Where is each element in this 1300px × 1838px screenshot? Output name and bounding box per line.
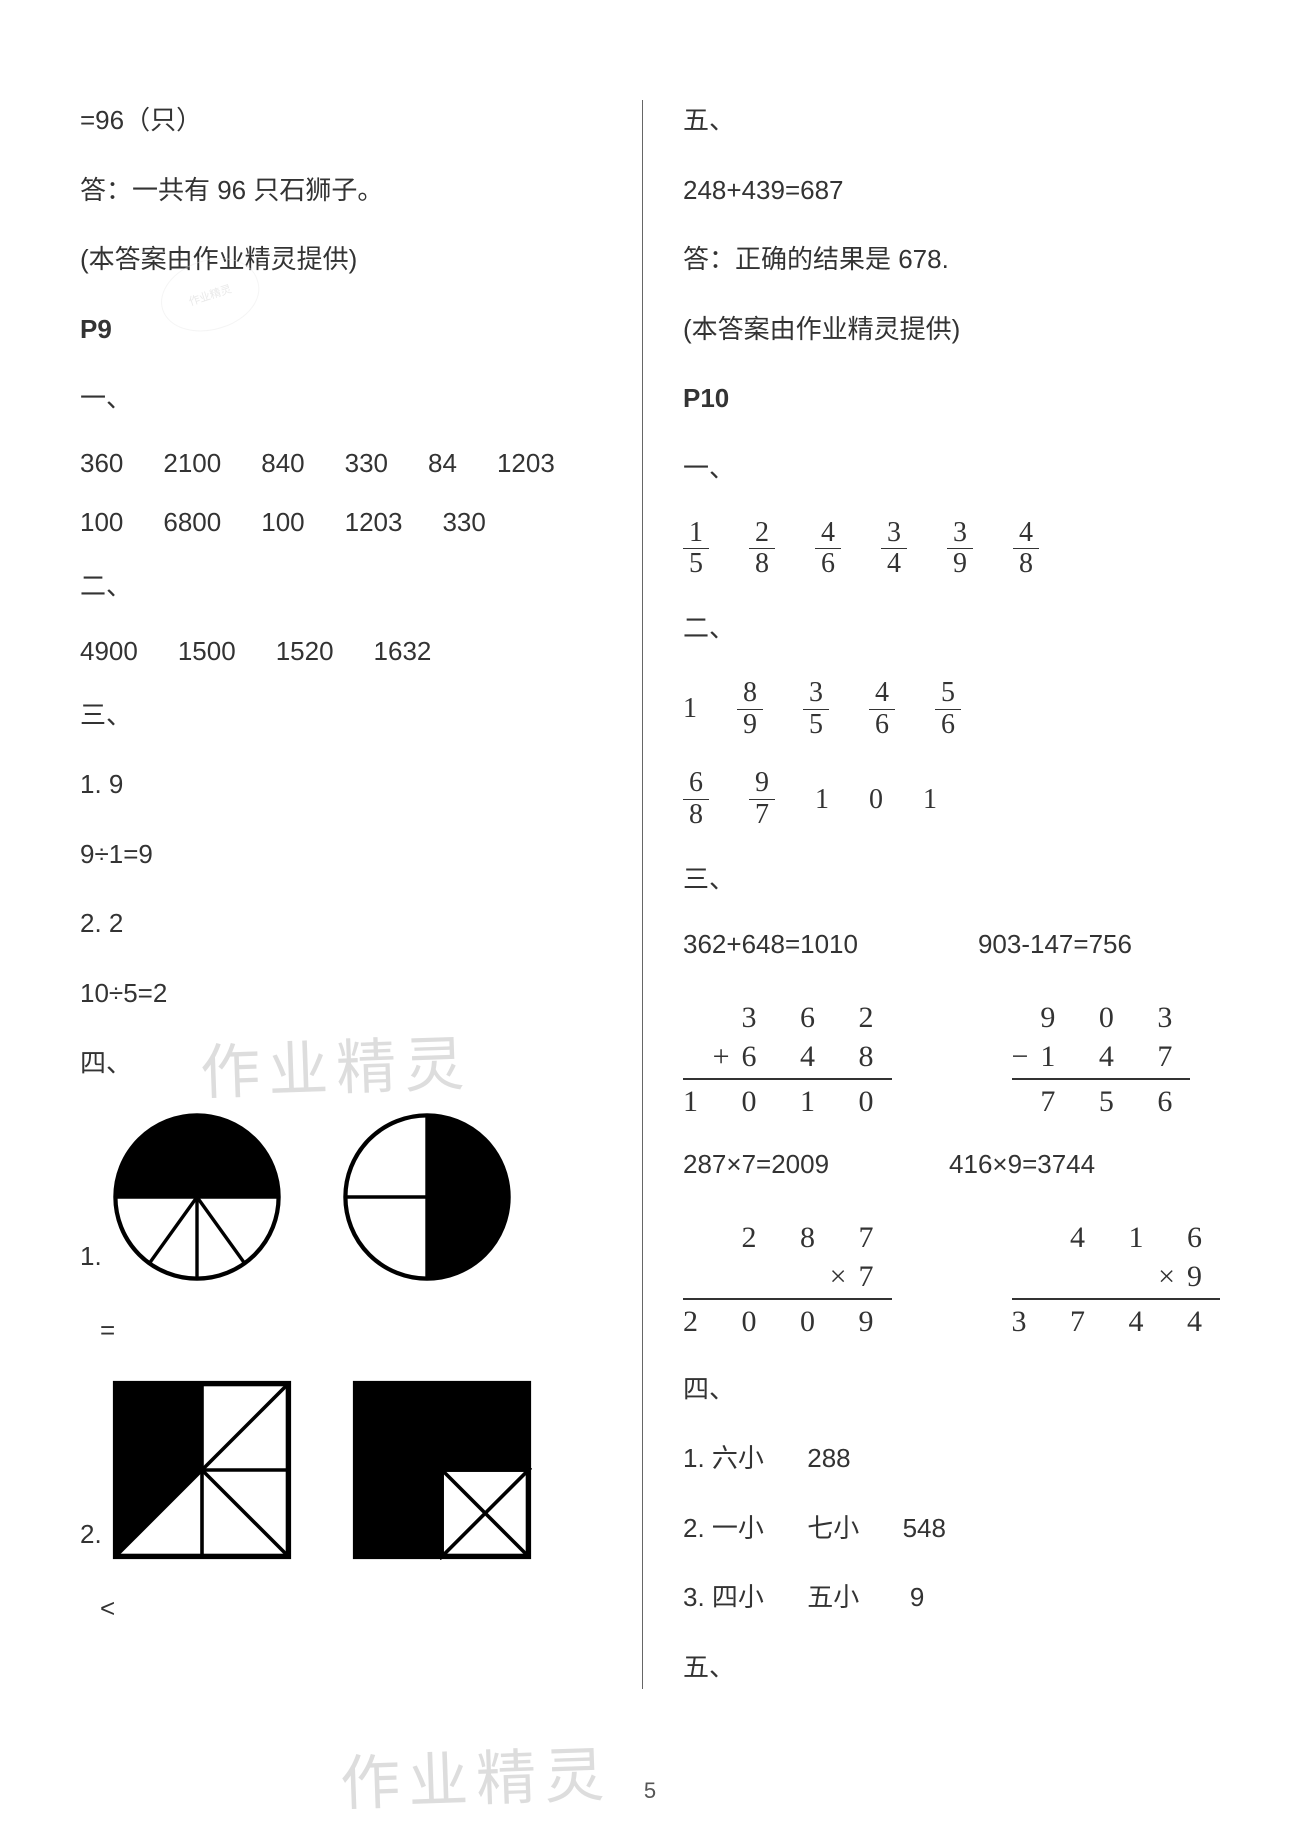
equation-row: 362+648=1010 903-147=756 <box>683 929 1220 960</box>
equation: 416×9=3744 <box>949 1149 1095 1180</box>
section-heading: 一、 <box>683 448 1220 490</box>
number-value: 1203 <box>497 448 555 479</box>
shape-comparison-1: 1. <box>80 1112 602 1282</box>
number-value: 360 <box>80 448 123 479</box>
page-number: 5 <box>644 1778 656 1804</box>
number-value: 1 <box>923 784 937 816</box>
number-value: 1500 <box>178 636 236 667</box>
fraction: 46 <box>869 678 895 741</box>
equation: 903-147=756 <box>978 929 1132 960</box>
page-container: =96（只） 答：一共有 96 只石狮子。 (本答案由作业精灵提供) P9 一、… <box>0 0 1300 1749</box>
text-line: 2. 一小 七小 548 <box>683 1508 1220 1550</box>
square-fill-icon <box>352 1380 532 1560</box>
equation: 287×7=2009 <box>683 1149 829 1180</box>
section-heading: 五、 <box>683 100 1220 142</box>
pie-quarter-icon <box>342 1112 512 1282</box>
number-value: 2100 <box>163 448 221 479</box>
vertical-calc-row: 2 8 7×72 0 0 9 4 1 6×93 7 4 4 <box>683 1218 1220 1341</box>
fraction-row: 15 28 46 34 39 48 <box>683 518 1220 581</box>
number-row: 360 2100 840 330 84 1203 <box>80 448 602 479</box>
item-label: 1. <box>80 1241 102 1282</box>
section-heading: 二、 <box>80 566 602 608</box>
equation: 248+439=687 <box>683 170 1220 212</box>
fraction: 97 <box>749 768 775 831</box>
text-line: 1. 9 <box>80 764 602 806</box>
text-line: 1. 六小 288 <box>683 1438 1220 1480</box>
right-column: 五、 248+439=687 答：正确的结果是 678. (本答案由作业精灵提供… <box>643 100 1220 1689</box>
number-value: 100 <box>80 507 123 538</box>
fraction: 35 <box>803 678 829 741</box>
number-value: 840 <box>261 448 304 479</box>
fraction-row: 68 97 1 0 1 <box>683 768 1220 831</box>
number-value: 0 <box>869 784 883 816</box>
number-value: 100 <box>261 507 304 538</box>
provider-note: (本答案由作业精灵提供) <box>683 309 1220 351</box>
equation: 10÷5=2 <box>80 973 602 1015</box>
number-value: 1520 <box>276 636 334 667</box>
comparator: = <box>80 1310 602 1352</box>
equation-row: 287×7=2009 416×9=3744 <box>683 1149 1220 1180</box>
fraction: 48 <box>1013 518 1039 581</box>
section-heading: 三、 <box>80 695 602 737</box>
fraction: 39 <box>947 518 973 581</box>
answer-line: 答：一共有 96 只石狮子。 <box>80 170 602 212</box>
number-value: 1 <box>683 693 697 725</box>
number-value: 1203 <box>345 507 403 538</box>
fraction: 15 <box>683 518 709 581</box>
number-row: 4900 1500 1520 1632 <box>80 636 602 667</box>
vertical-multiplication: 4 1 6×93 7 4 4 <box>1012 1218 1221 1341</box>
fraction-row: 1 89 35 46 56 <box>683 678 1220 741</box>
equation: 362+648=1010 <box>683 929 858 960</box>
text-line: 2. 2 <box>80 903 602 945</box>
section-heading: 四、 <box>80 1043 602 1085</box>
vertical-calc-row: 3 6 2+6 4 81 0 1 0 9 0 3−1 4 77 5 6 <box>683 998 1220 1121</box>
number-value: 4900 <box>80 636 138 667</box>
answer-line: 答：正确的结果是 678. <box>683 239 1220 281</box>
pie-half-top-icon <box>112 1112 282 1282</box>
text-line: 3. 四小 五小 9 <box>683 1577 1220 1619</box>
fraction: 46 <box>815 518 841 581</box>
number-value: 6800 <box>163 507 221 538</box>
shape-comparison-2: 2. <box>80 1380 602 1560</box>
fraction: 89 <box>737 678 763 741</box>
item-label: 2. <box>80 1519 102 1560</box>
section-heading: 四、 <box>683 1369 1220 1411</box>
number-value: 330 <box>442 507 485 538</box>
text-line: =96（只） <box>80 100 602 142</box>
fraction: 56 <box>935 678 961 741</box>
page-heading-p10: P10 <box>683 378 1220 420</box>
vertical-addition: 3 6 2+6 4 81 0 1 0 <box>683 998 892 1121</box>
number-value: 330 <box>345 448 388 479</box>
page-heading-p9: P9 <box>80 309 602 351</box>
comparator: < <box>80 1588 602 1630</box>
fraction: 34 <box>881 518 907 581</box>
fraction: 68 <box>683 768 709 831</box>
left-column: =96（只） 答：一共有 96 只石狮子。 (本答案由作业精灵提供) P9 一、… <box>80 100 642 1689</box>
section-heading: 五、 <box>683 1647 1220 1689</box>
vertical-subtraction: 9 0 3−1 4 77 5 6 <box>1012 998 1191 1121</box>
square-diag-icon <box>112 1380 292 1560</box>
provider-note: (本答案由作业精灵提供) <box>80 239 602 281</box>
number-value: 1632 <box>374 636 432 667</box>
number-value: 1 <box>815 784 829 816</box>
section-heading: 三、 <box>683 859 1220 901</box>
vertical-multiplication: 2 8 7×72 0 0 9 <box>683 1218 892 1341</box>
section-heading: 一、 <box>80 378 602 420</box>
section-heading: 二、 <box>683 608 1220 650</box>
number-value: 84 <box>428 448 457 479</box>
equation: 9÷1=9 <box>80 834 602 876</box>
number-row: 100 6800 100 1203 330 <box>80 507 602 538</box>
fraction: 28 <box>749 518 775 581</box>
